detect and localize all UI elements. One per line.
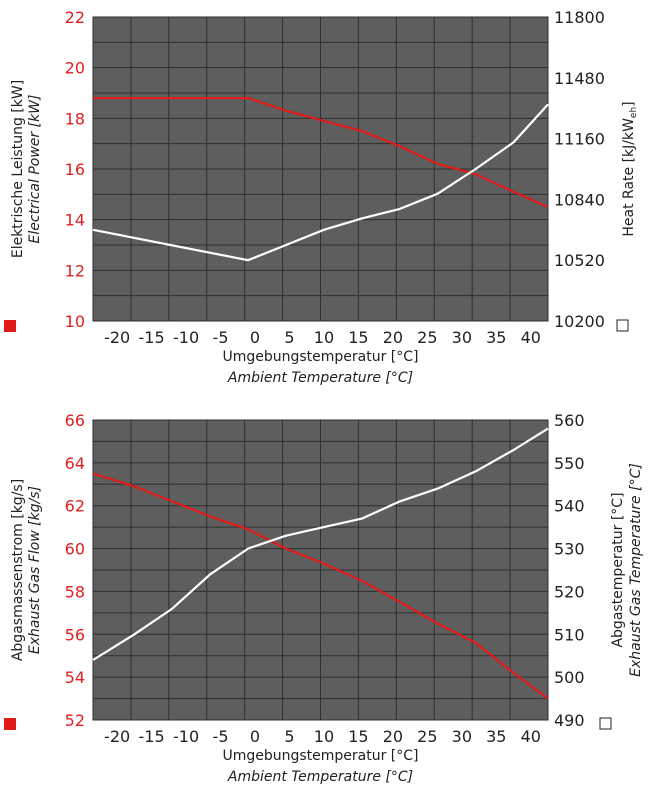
y-left-tick-label: 58 xyxy=(65,582,85,601)
plot-border xyxy=(92,16,549,322)
x-tick-label: -15 xyxy=(139,727,165,746)
y-right-tick-label: 10200 xyxy=(554,312,605,331)
y-left-axis-label: Abgasmassenstrom [kg/s] xyxy=(10,479,26,661)
y-left-tick-label: 66 xyxy=(65,411,85,430)
y-left-tick-label: 60 xyxy=(65,540,85,559)
y-left-tick-label: 12 xyxy=(65,261,85,280)
y-right-tick-label: 520 xyxy=(554,582,585,601)
y-left-tick-label: 56 xyxy=(65,625,85,644)
y-right-tick-label: 11480 xyxy=(554,69,605,88)
x-tick-label: 0 xyxy=(250,727,260,746)
x-tick-label: 5 xyxy=(284,727,294,746)
y-left-axis-label-group: Abgasmassenstrom [kg/s] Exhaust Gas Flow … xyxy=(10,479,43,661)
y-right-axis-label: Heat Rate [kJ/kWeh] xyxy=(621,101,639,236)
x-axis-label: Umgebungstemperatur [°C] xyxy=(222,349,418,365)
y-right-tick-label: 550 xyxy=(554,454,585,473)
x-tick-label: 10 xyxy=(314,727,334,746)
y-left-axis-label: Elektrische Leistung [kW] xyxy=(10,80,26,258)
legend-hollow-square xyxy=(599,717,612,730)
chart-2: -20 -15 -10 -5 0 5 10 15 20 25 30 35 405254565860626… xyxy=(4,411,644,785)
y-right-tick-label: 530 xyxy=(554,540,585,559)
y-right-axis-label-english: Exhaust Gas Temperature [°C] xyxy=(628,463,644,677)
y-left-axis-label-english: Exhaust Gas Flow [kg/s] xyxy=(27,486,43,654)
y-right-tick-label: 540 xyxy=(554,497,585,516)
series-line-red xyxy=(93,96,549,209)
y-right-tick-label: 560 xyxy=(554,411,585,430)
grid xyxy=(93,17,548,321)
x-tick-label: -20 xyxy=(104,328,130,347)
x-axis-label: Umgebungstemperatur [°C] xyxy=(222,748,418,764)
chart-1: -20 -15 -10 -5 0 5 10 15 20 25 30 35 40 10 12 14 16 18 20 2… xyxy=(4,8,639,386)
y-right-tick-label: 510 xyxy=(554,625,585,644)
series-line-white xyxy=(92,103,549,262)
x-axis-label-english: Ambient Temperature [°C] xyxy=(227,769,413,785)
y-right-axis-label: Abgastemperatur [°C] xyxy=(610,492,626,647)
y-left-tick-label: 10 xyxy=(65,312,85,331)
x-tick-label: -5 xyxy=(213,328,229,347)
x-tick-label: 40 xyxy=(521,727,541,746)
series-line-white xyxy=(92,427,549,661)
y-right-tick-label: 11800 xyxy=(554,8,605,27)
x-tick-label: 5 xyxy=(284,328,294,347)
y-left-tick-label: 54 xyxy=(65,668,85,687)
x-tick-label: 40 xyxy=(521,328,541,347)
y-right-tick-label: 490 xyxy=(554,711,585,730)
x-tick-label: 15 xyxy=(348,328,368,347)
y-left-axis-label-group: Elektrische Leistung [kW] Electrical Powe… xyxy=(10,80,43,258)
grid xyxy=(93,420,548,720)
y-right-axis-label-group: Heat Rate [kJ/kWeh] xyxy=(621,101,639,236)
x-tick-label: 20 xyxy=(383,328,403,347)
x-tick-label: 35 xyxy=(486,727,506,746)
y-left-tick-label: 18 xyxy=(65,109,85,128)
y-left-tick-label: 62 xyxy=(65,497,85,516)
plot-border xyxy=(92,419,549,721)
x-tick-label: 10 xyxy=(314,328,334,347)
y-left-tick-label: 22 xyxy=(65,8,85,27)
legend-red-square xyxy=(4,320,16,332)
legend-red-square xyxy=(4,718,16,730)
x-tick-label: -15 xyxy=(139,328,165,347)
series-line-red xyxy=(92,472,549,700)
y-left-tick-label: 64 xyxy=(65,454,85,473)
y-right-tick-label: 500 xyxy=(554,668,585,687)
x-tick-label: 30 xyxy=(452,727,472,746)
x-tick-label: -10 xyxy=(173,727,199,746)
y-left-axis-label-english: Electrical Power [kW] xyxy=(27,95,43,244)
y-right-axis-label-group: Abgastemperatur [°C] Exhaust Gas Temperat… xyxy=(610,463,644,677)
x-tick-label: 25 xyxy=(417,727,437,746)
y-left-tick-label: 20 xyxy=(65,59,85,78)
y-left-tick-label: 52 xyxy=(65,711,85,730)
y-right-tick-label: 10520 xyxy=(554,251,605,270)
x-tick-label: 0 xyxy=(250,328,260,347)
y-left-tick-label: 16 xyxy=(65,160,85,179)
x-tick-label: -10 xyxy=(173,328,199,347)
x-axis-label-english: Ambient Temperature [°C] xyxy=(227,370,413,386)
x-tick-label: 30 xyxy=(452,328,472,347)
y-right-tick-label: 10840 xyxy=(554,190,605,209)
legend-hollow-square xyxy=(616,319,629,332)
x-tick-label: 35 xyxy=(486,328,506,347)
x-tick-label: 15 xyxy=(348,727,368,746)
x-tick-label: -20 xyxy=(104,727,130,746)
y-right-tick-label: 11160 xyxy=(554,130,605,149)
x-tick-label: 25 xyxy=(417,328,437,347)
x-tick-label: 20 xyxy=(383,727,403,746)
x-tick-label: -5 xyxy=(213,727,229,746)
y-left-tick-label: 14 xyxy=(65,211,85,230)
